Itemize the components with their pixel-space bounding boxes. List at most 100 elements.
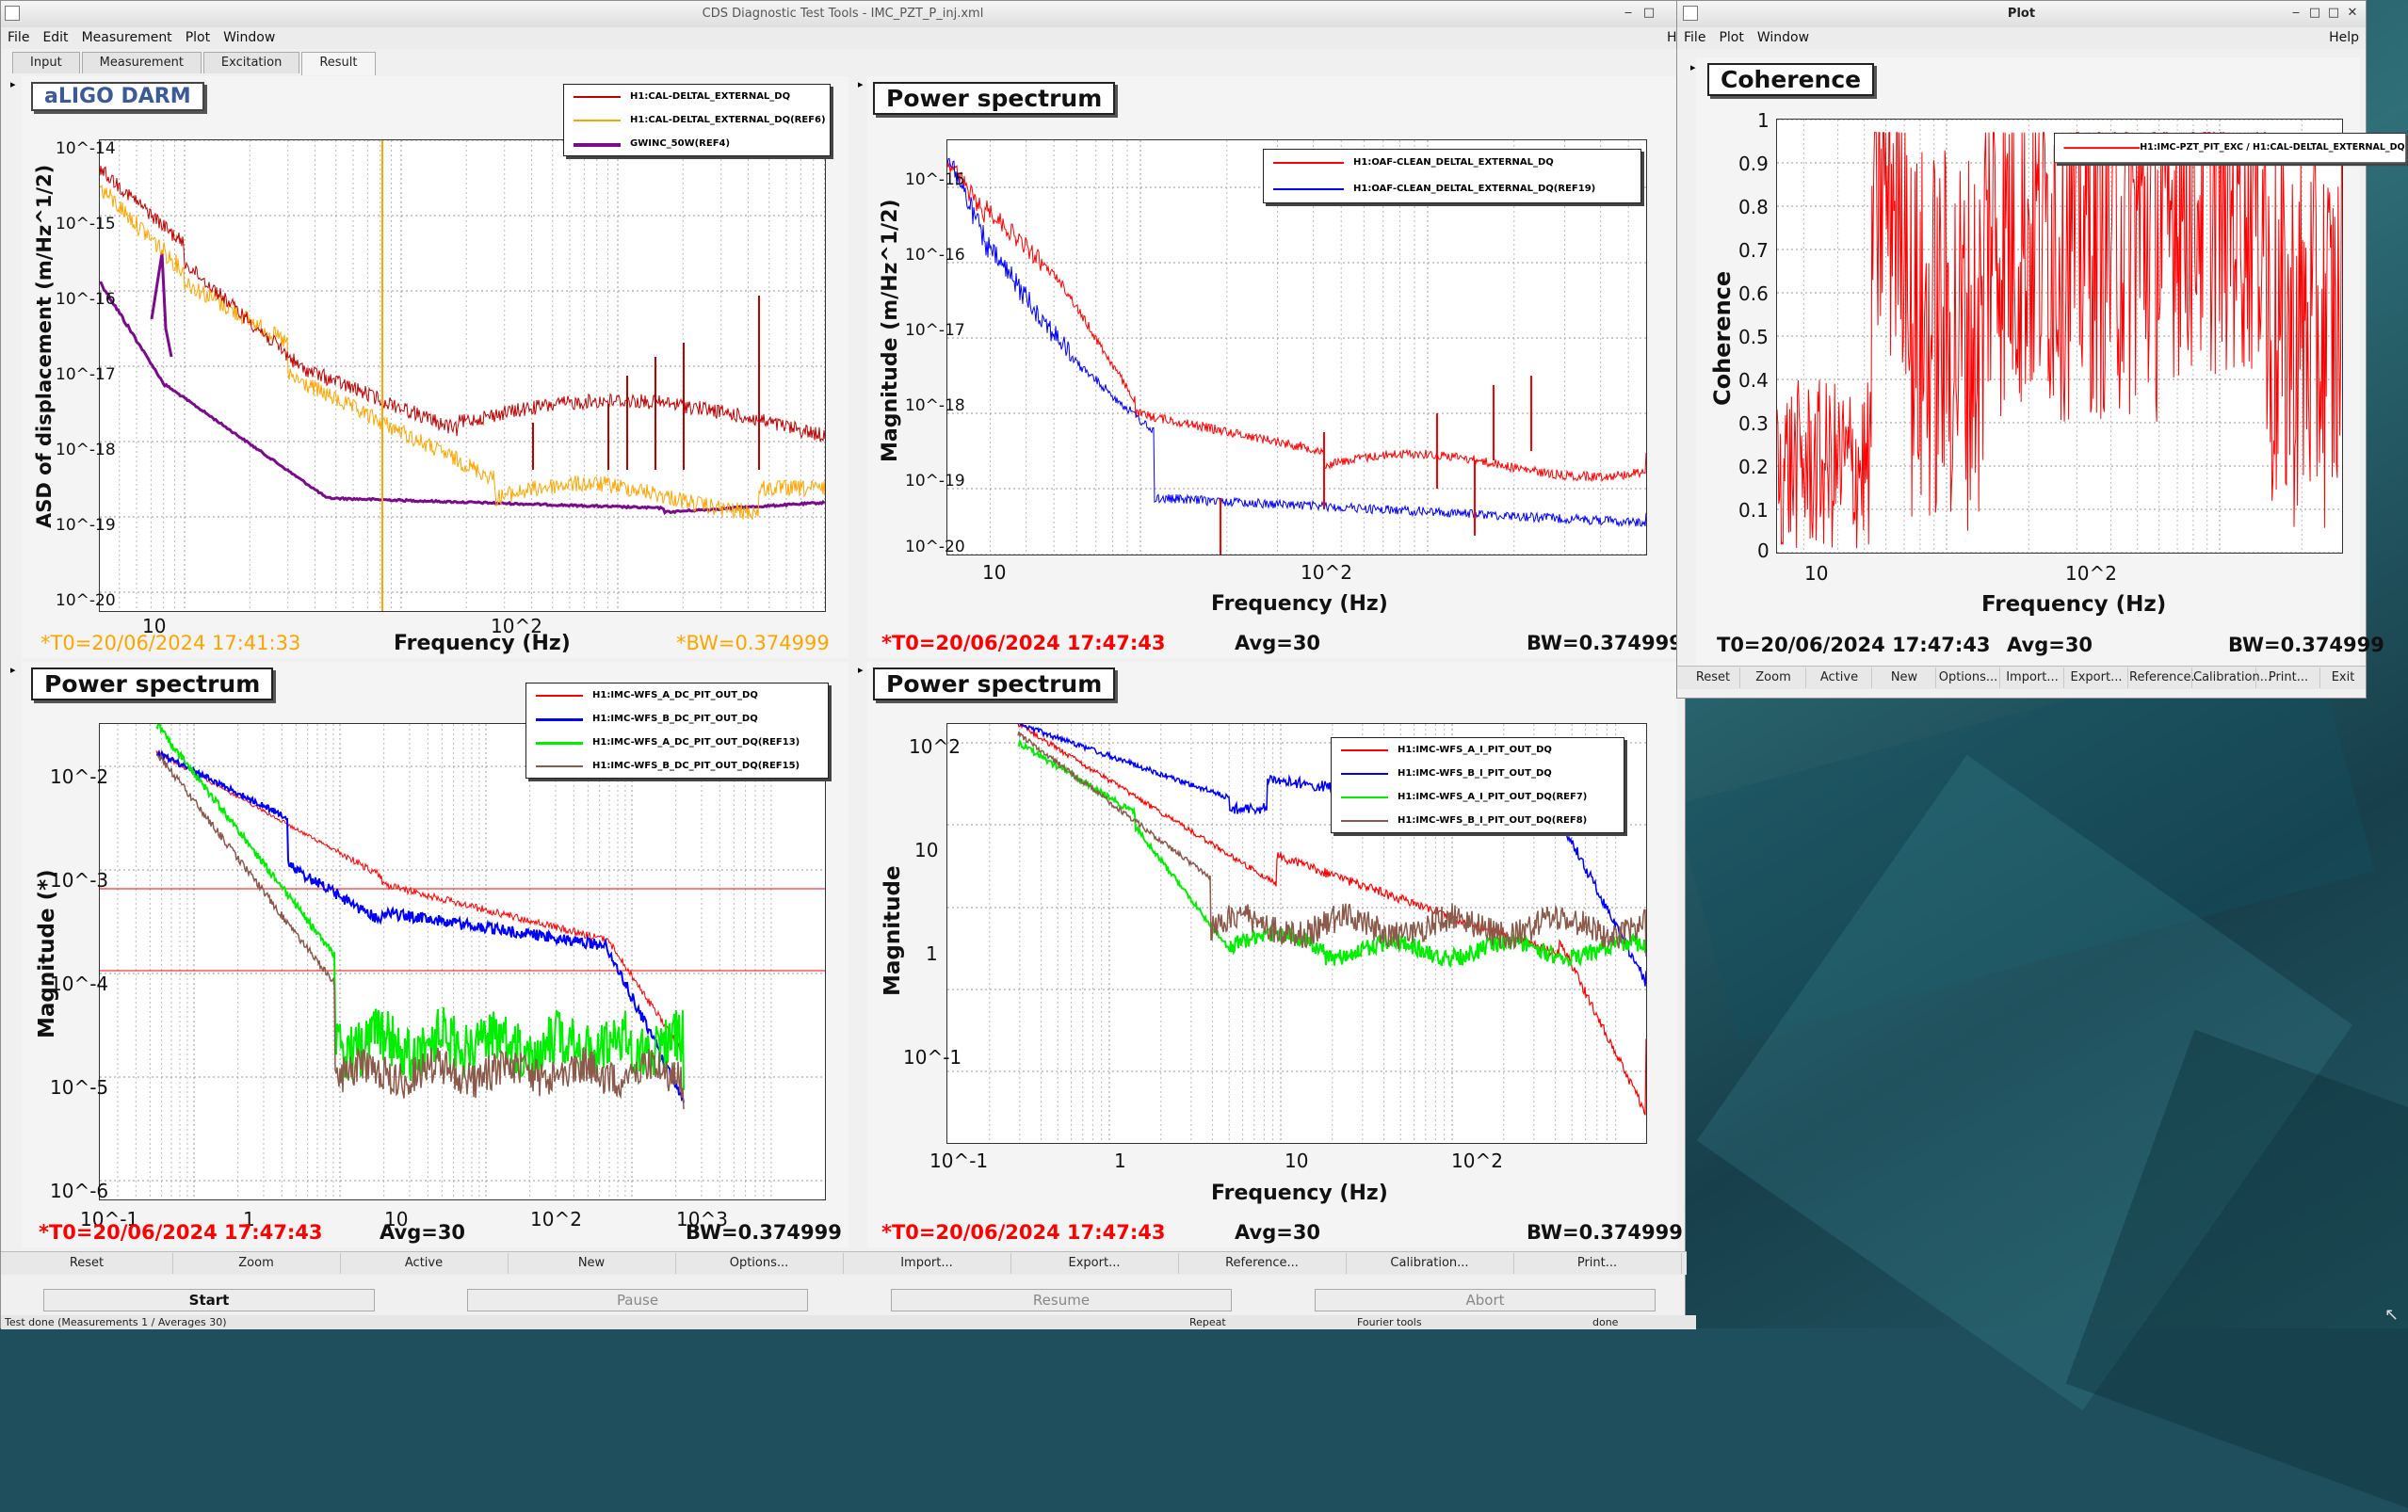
import-button[interactable]: Import...: [2001, 668, 2064, 688]
new-button[interactable]: New: [508, 1253, 676, 1274]
zoom-button[interactable]: Zoom: [172, 1253, 341, 1274]
close-icon[interactable]: ✕: [2347, 6, 2358, 20]
plot-panel-darm[interactable]: aLIGO DARM H1:CAL-DELTAL_EXTERNAL_DQ H1:…: [22, 76, 848, 658]
reset-button[interactable]: Reset: [1, 1253, 173, 1274]
zoom-button[interactable]: Zoom: [1741, 668, 1806, 688]
legend-swatch: [1341, 820, 1388, 822]
series-line: [100, 184, 825, 520]
abort-button[interactable]: Abort: [1315, 1289, 1656, 1311]
active-button[interactable]: Active: [340, 1253, 509, 1274]
plot-area[interactable]: [1776, 119, 2343, 554]
x-tick-label: 10: [142, 615, 167, 637]
pause-button[interactable]: Pause: [467, 1289, 808, 1311]
active-button[interactable]: Active: [1807, 668, 1872, 688]
plot-panel-power-spectrum-3[interactable]: Power spectrum H1:IMC-WFS_A_I_PIT_OUT_DQ…: [867, 662, 1683, 1247]
y-tick-label: 10^-15: [905, 170, 965, 189]
calibration-button[interactable]: Calibration...: [2193, 668, 2271, 688]
x-tick-label: 10^2: [1301, 561, 1352, 584]
y-tick-label: 10^-19: [905, 472, 965, 491]
x-axis-label: Frequency (Hz): [1981, 592, 2167, 617]
tab-excitation[interactable]: Excitation: [202, 52, 300, 73]
legend-label: H1:OAF-CLEAN_DELTAL_EXTERNAL_DQ(REF19): [1353, 184, 1596, 194]
legend-entry: H1:CAL-DELTAL_EXTERNAL_DQ(REF6): [564, 108, 830, 132]
x-tick-label: 10^2: [491, 615, 542, 637]
minimize-icon[interactable]: ‒: [2291, 6, 2301, 20]
reset-button[interactable]: Reset: [1687, 668, 1740, 688]
collapse-arrow-icon[interactable]: ▸: [1690, 61, 1696, 73]
legend-entry: H1:IMC-WFS_B_DC_PIT_OUT_DQ(REF15): [526, 754, 828, 778]
collapse-arrow-icon[interactable]: ▸: [858, 664, 864, 676]
y-tick-label: 10^-3: [50, 869, 109, 892]
y-axis-label: Magnitude: [881, 865, 905, 996]
new-button[interactable]: New: [1873, 668, 1936, 688]
reference-button[interactable]: Reference...: [1178, 1253, 1347, 1274]
x-tick-label: 10: [1804, 562, 1829, 585]
menu-window[interactable]: Window: [1756, 30, 1810, 45]
minimize-icon[interactable]: ‒: [1624, 6, 1633, 20]
tab-input[interactable]: Input: [12, 52, 80, 73]
print-button[interactable]: Print...: [2257, 668, 2320, 688]
collapse-arrow-icon[interactable]: ▸: [10, 78, 16, 90]
legend-swatch: [1273, 188, 1344, 190]
menu-edit[interactable]: Edit: [42, 30, 69, 45]
main-window-titlebar[interactable]: CDS Diagnostic Test Tools - IMC_PZT_P_in…: [1, 1, 1685, 28]
exit-button[interactable]: Exit: [2331, 670, 2355, 684]
legend-label: H1:CAL-DELTAL_EXTERNAL_DQ: [630, 91, 791, 102]
export-button[interactable]: Export...: [1010, 1253, 1179, 1274]
x-tick-label: 10: [1285, 1150, 1309, 1172]
export-button[interactable]: Export...: [2065, 668, 2128, 688]
y-tick-label: 10^-17: [56, 365, 116, 384]
plot-canvas: [1777, 120, 2342, 553]
legend-swatch: [2063, 147, 2141, 150]
start-button[interactable]: Start: [43, 1289, 375, 1311]
plot-panel-power-spectrum-1[interactable]: Power spectrum H1:OAF-CLEAN_DELTAL_EXTER…: [867, 76, 1683, 658]
legend-label: H1:IMC-WFS_A_DC_PIT_OUT_DQ(REF13): [592, 737, 800, 748]
maximize-icon[interactable]: □: [2327, 6, 2340, 20]
y-tick-label: 0.7: [1738, 239, 1769, 262]
plot-window-titlebar[interactable]: Plot ‒ □ □ ✕: [1677, 1, 2366, 28]
series-line: [947, 157, 1646, 528]
tab-measurement[interactable]: Measurement: [81, 52, 202, 73]
legend-swatch: [1341, 749, 1388, 751]
legend-entry: H1:OAF-CLEAN_DELTAL_EXTERNAL_DQ(REF19): [1264, 176, 1640, 202]
x-tick-label: 10^-1: [929, 1150, 989, 1172]
plot-area[interactable]: [99, 723, 826, 1200]
menu-file[interactable]: File: [8, 30, 30, 45]
tab-result[interactable]: Result: [301, 52, 376, 75]
plot-menubar: File Plot Window Help: [1677, 27, 2366, 49]
collapse-arrow-icon[interactable]: ▸: [10, 664, 16, 676]
series-line: [155, 724, 685, 1090]
print-button[interactable]: Print...: [1513, 1253, 1682, 1274]
maximize-icon[interactable]: □: [1642, 6, 1656, 20]
legend-swatch: [574, 143, 621, 147]
tab-bar: Input Measurement Excitation Result: [1, 52, 378, 75]
plot-area[interactable]: [946, 139, 1647, 555]
resume-button[interactable]: Resume: [891, 1289, 1232, 1311]
options-button[interactable]: Options...: [1937, 668, 2000, 688]
avg-label: Avg=30: [1235, 1221, 1321, 1244]
menu-file[interactable]: File: [1684, 30, 1706, 45]
calibration-button[interactable]: Calibration...: [1346, 1253, 1514, 1274]
reference-button[interactable]: Reference...: [2129, 668, 2203, 688]
x-tick-label: 1: [243, 1208, 255, 1231]
y-tick-label: 10^-5: [50, 1076, 109, 1099]
menu-measurement[interactable]: Measurement: [81, 30, 172, 45]
legend-label: H1:IMC-WFS_A_I_PIT_OUT_DQ(REF7): [1398, 792, 1588, 802]
menu-window[interactable]: Window: [223, 30, 276, 45]
restore-icon[interactable]: □: [2308, 6, 2321, 20]
import-button[interactable]: Import...: [843, 1253, 1011, 1274]
y-tick-label: 10^-15: [56, 215, 116, 233]
legend-entry: H1:OAF-CLEAN_DELTAL_EXTERNAL_DQ: [1264, 150, 1640, 176]
legend-swatch: [536, 695, 583, 697]
menu-plot[interactable]: Plot: [185, 30, 211, 45]
menu-plot[interactable]: Plot: [1719, 30, 1744, 45]
legend-label: H1:IMC-WFS_B_I_PIT_OUT_DQ(REF8): [1398, 815, 1588, 826]
menu-help[interactable]: Help: [2329, 30, 2359, 45]
plot-panel-power-spectrum-2[interactable]: Power spectrum H1:IMC-WFS_A_DC_PIT_OUT_D…: [22, 662, 848, 1247]
options-button[interactable]: Options...: [675, 1253, 844, 1274]
plot-area[interactable]: [99, 139, 826, 612]
plot-panel-coherence[interactable]: Coherence H1:IMC-PZT_PIT_EXC / H1:CAL-DE…: [1696, 57, 2407, 666]
collapse-arrow-icon[interactable]: ▸: [858, 78, 864, 90]
x-tick-label: 10: [982, 561, 1007, 584]
